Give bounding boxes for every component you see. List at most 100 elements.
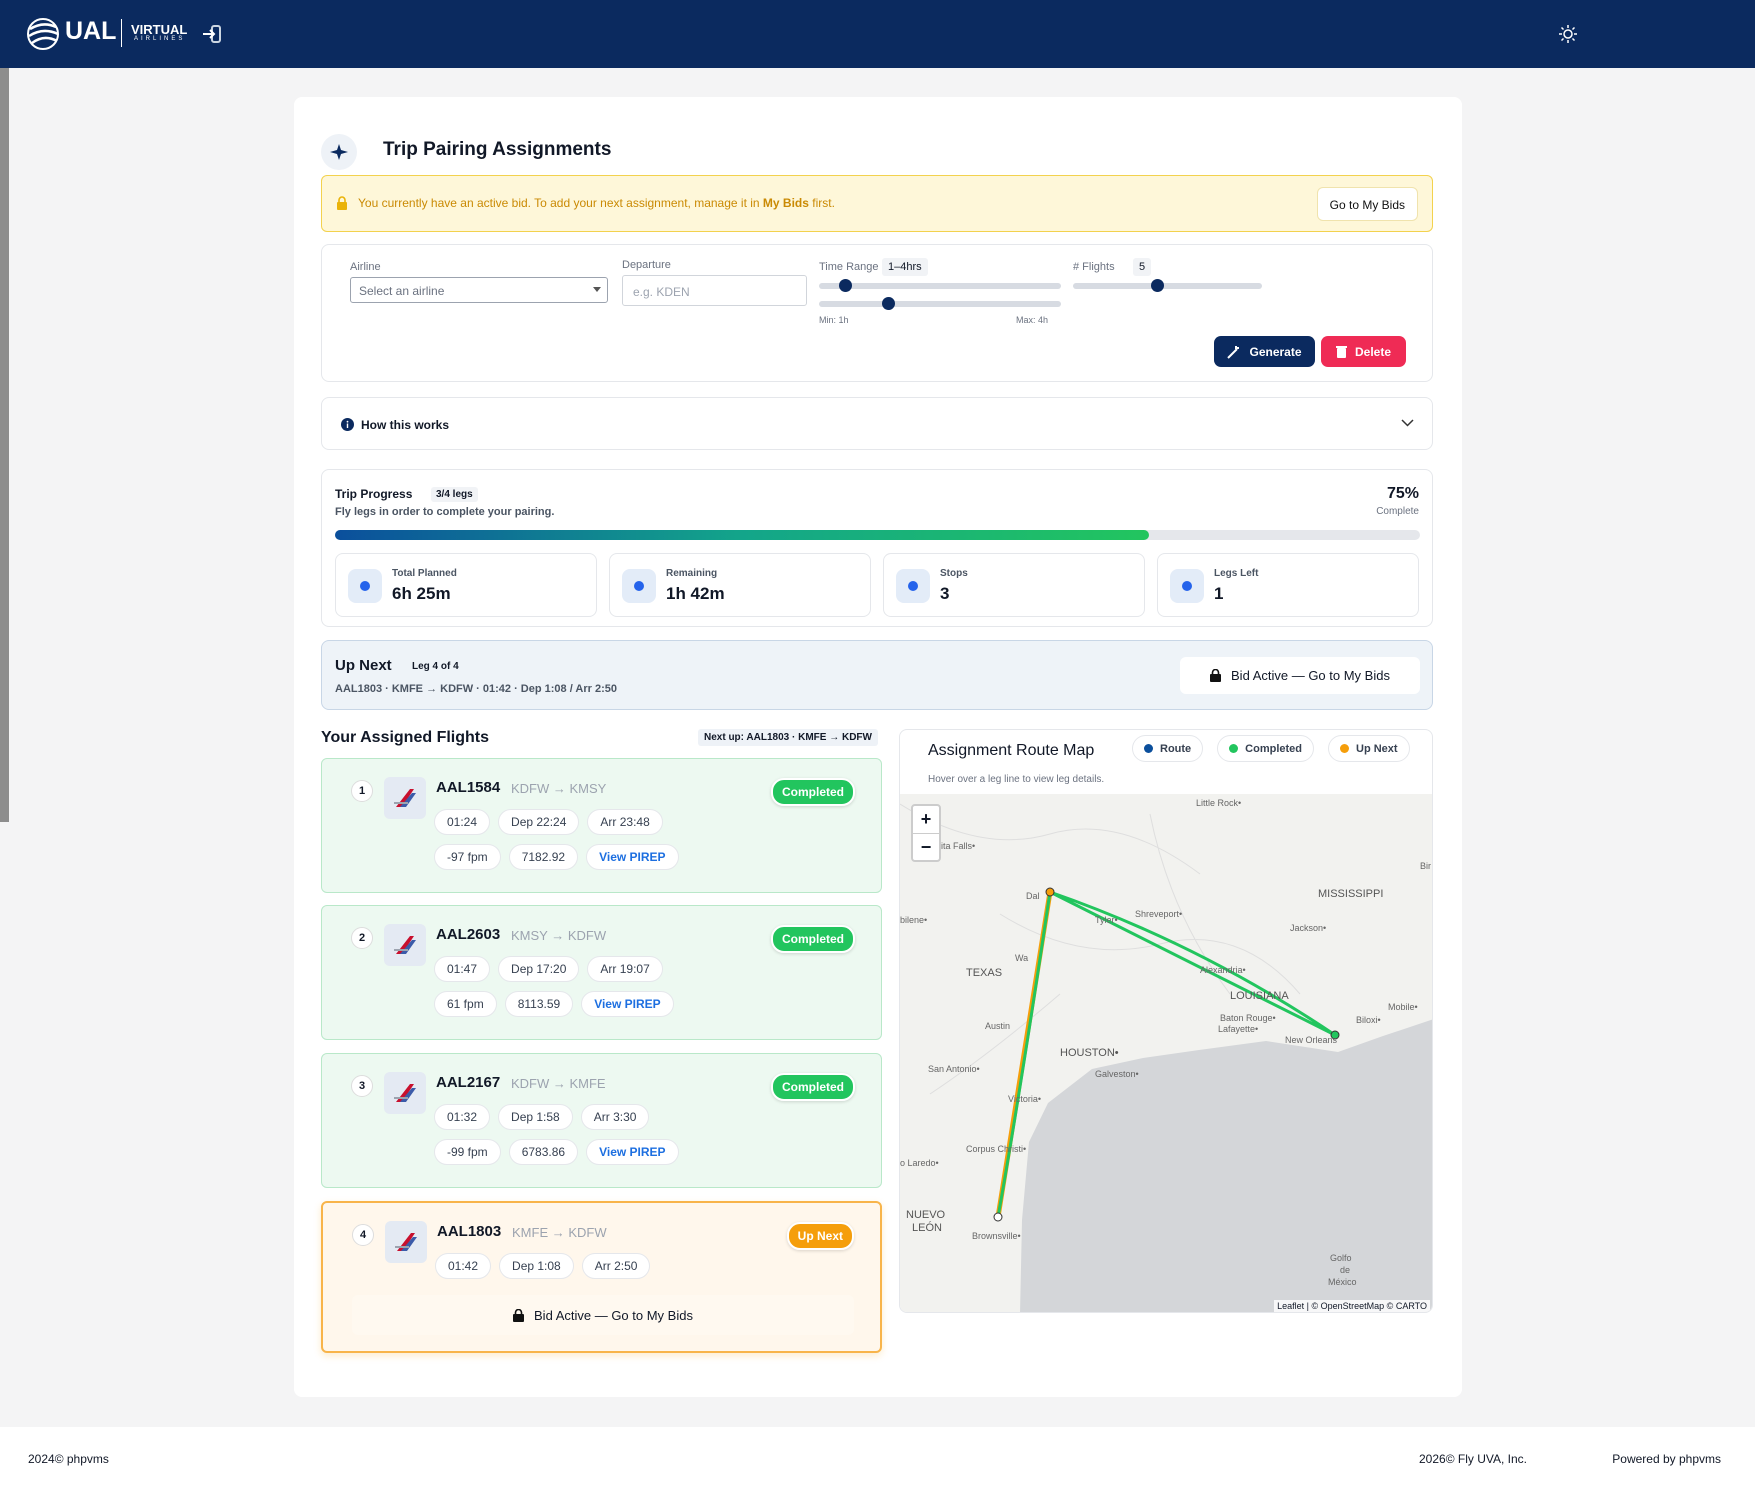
theme-toggle[interactable] <box>1558 24 1578 44</box>
map-label: Brownsville• <box>972 1231 1021 1241</box>
route-leg-completed[interactable] <box>996 890 1336 1218</box>
map-label: Alexandria• <box>1200 965 1246 975</box>
logo-sub2: AIRLINES <box>134 36 186 42</box>
map-attribution: Leaflet | © OpenStreetMap © CARTO <box>1274 1300 1430 1312</box>
status-badge: Completed <box>770 925 855 953</box>
time-min: Min: 1h <box>819 315 849 325</box>
map-label: de <box>1340 1265 1350 1275</box>
gulf-water <box>1020 1019 1432 1312</box>
map-rivers <box>900 803 1301 1095</box>
map[interactable]: Little Rock• hita Falls• Dal MISSISSIPPI Shr… <box>900 794 1432 1312</box>
flights-value: 5 <box>1133 258 1152 276</box>
up-next: Up Next Leg 4 of 4 AAL1803 · KMFE → KDFW… <box>321 640 1433 710</box>
flight-card: 3 AAL2167 KDFW → KMFE Completed 01:32 Dep 1:5… <box>321 1053 882 1188</box>
map-label: Galveston• <box>1095 1069 1139 1079</box>
pill-text: Dep 17:20 <box>511 962 567 976</box>
alert: You currently have an active bid. To add… <box>321 175 1433 232</box>
slider-knob[interactable] <box>882 297 895 310</box>
pill-text: -97 fpm <box>447 850 488 864</box>
pirep-link[interactable]: View PIREP <box>581 991 674 1017</box>
delete-button[interactable]: Delete <box>1321 336 1406 367</box>
flight-number: AAL2603 <box>436 926 501 943</box>
stat-icon <box>1170 569 1204 603</box>
legend-dot <box>1229 744 1239 753</box>
legend-item: Completed <box>1217 735 1315 762</box>
alert-text-end: first. <box>812 196 835 210</box>
progress-percent: 75% <box>1386 485 1419 502</box>
flight-card: 1 AAL1584 KDFW → KMSY Completed 01:24 Dep 22:… <box>321 758 882 893</box>
map-label: México <box>1328 1277 1357 1287</box>
pirep-link[interactable]: View PIREP <box>586 844 679 870</box>
stat-icon-dot <box>634 581 644 591</box>
map-label: Tyler• <box>1095 915 1118 925</box>
info-icon <box>341 418 354 431</box>
departure-input[interactable]: e.g. KDEN <box>622 275 807 306</box>
pill-row: 01:42 Dep 1:08 Arr 2:50 <box>435 1253 658 1279</box>
legend-dot <box>1340 744 1350 753</box>
login-icon[interactable] <box>202 25 222 43</box>
map-label: Austin <box>985 1021 1010 1031</box>
time-slider-min[interactable] <box>819 279 1061 292</box>
flights-badge: Next up: AAL1803 · KMFE → KDFW <box>698 729 878 746</box>
stat-label: Legs Left <box>1214 568 1259 579</box>
slider-knob[interactable] <box>1151 279 1164 292</box>
stat-label: Stops <box>940 568 968 579</box>
legend-item: Up Next <box>1328 735 1410 762</box>
how-this-works[interactable]: How this works <box>321 397 1433 450</box>
zoom-in[interactable]: + <box>913 806 939 834</box>
pill-text: View PIREP <box>599 1145 666 1159</box>
pill-dep: Dep 1:58 <box>498 1104 573 1130</box>
stat-value: 3 <box>940 584 950 603</box>
map-label: HOUSTON• <box>1060 1047 1119 1059</box>
flight-route: KMSY → KDFW <box>511 928 607 943</box>
alert-link[interactable]: My Bids <box>762 196 809 210</box>
pill-duration: 01:24 <box>434 809 491 835</box>
header: UAL VIRTUAL AIRLINES <box>0 0 1755 68</box>
chevron <box>1401 419 1414 427</box>
alert-button[interactable]: Go to My Bids <box>1316 187 1418 221</box>
legend-text: Route <box>1160 742 1192 755</box>
stat-label: Remaining <box>666 568 718 579</box>
bid-active-button[interactable]: Bid Active — Go to My Bids <box>352 1295 854 1335</box>
status-badge: Completed <box>770 778 855 806</box>
up-next-button[interactable]: Bid Active — Go to My Bids <box>1180 657 1420 694</box>
slider-knob[interactable] <box>839 279 852 292</box>
airport-marker[interactable] <box>993 1212 1003 1222</box>
pill-text: Arr 3:30 <box>593 1110 637 1124</box>
map-label: Jackson• <box>1290 923 1326 933</box>
map-layer: Little Rock• hita Falls• Dal MISSISSIPPI Shr… <box>900 798 1432 1312</box>
side-edge <box>0 68 9 822</box>
flights-label: # Flights <box>1073 261 1115 273</box>
pill-text: Dep 1:58 <box>511 1110 560 1124</box>
zoom-out[interactable]: − <box>920 837 932 857</box>
map-label: LEÓN <box>912 1221 942 1234</box>
stat-card: Total Planned 6h 25m <box>335 553 597 617</box>
map-title: Assignment Route Map <box>928 742 1095 759</box>
footer-powered[interactable]: Powered by phpvms <box>1612 1452 1721 1466</box>
footer: 2024© phpvms 2026© Fly UVA, Inc. Powered… <box>0 1427 1755 1489</box>
generate-button[interactable]: Generate <box>1214 336 1315 367</box>
pill-text: 01:42 <box>448 1259 479 1273</box>
pill-text: 6783.86 <box>521 1145 566 1159</box>
pill-text: Dep 1:08 <box>512 1259 561 1273</box>
airline-select[interactable]: Select an airline <box>350 277 608 303</box>
progress-complete: Complete <box>1376 506 1419 517</box>
alert-lock <box>337 196 347 210</box>
airport-marker[interactable] <box>1045 887 1055 897</box>
flight-list: 1 AAL1584 KDFW → KMSY Completed 01:24 Dep 22:… <box>321 758 882 1358</box>
map-label: Victoria• <box>1008 1094 1041 1104</box>
map-label: New Orleans <box>1285 1035 1338 1045</box>
zoom-control: + − <box>911 804 941 862</box>
airport-marker[interactable] <box>1330 1030 1340 1040</box>
map-label: LOUISIANA <box>1230 990 1289 1002</box>
time-slider-max[interactable] <box>819 297 1061 310</box>
flight-card: 2 AAL2603 KMSY → KDFW Completed 01:47 Dep 17:… <box>321 905 882 1040</box>
pirep-link[interactable]: View PIREP <box>586 1139 679 1165</box>
map-label: Bir <box>1420 861 1431 871</box>
map-label: Biloxi• <box>1356 1015 1381 1025</box>
stat-value: 1 <box>1214 584 1224 603</box>
flights-slider[interactable] <box>1073 279 1262 292</box>
pill-text: 01:24 <box>447 815 478 829</box>
stat-value: 6h 25m <box>392 584 451 603</box>
